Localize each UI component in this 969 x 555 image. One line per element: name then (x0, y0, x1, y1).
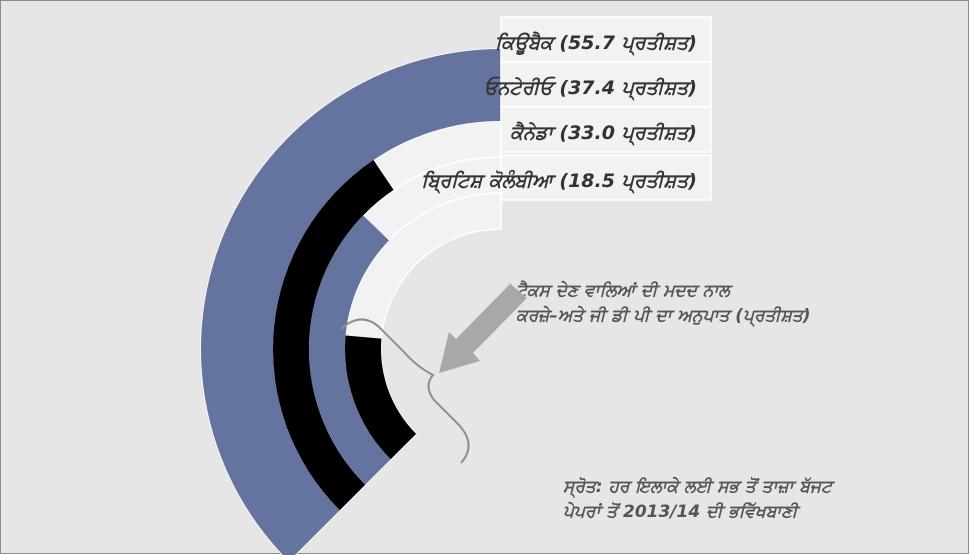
annotation-brace (340, 318, 470, 464)
bar-2 (273, 160, 394, 511)
label-box (500, 106, 712, 153)
bar-label-4: ਬ੍ਰਿਟਿਸ਼ ਕੋਲੰਬੀਆ (18.5 ਪ੍ਰਤੀਸ਼ਤ) (421, 169, 697, 195)
bar-label-2: ਓਨਟੇਰੀਓ (37.4 ਪ੍ਰਤੀਸ਼ਤ) (484, 76, 697, 102)
bar-label-3: ਕੈਨੇਡਾ (33.0 ਪ੍ਰਤੀਸ਼ਤ) (510, 121, 697, 147)
source-line-1: ਸ੍ਰੋਤ: ਹਰ ਇਲਾਕੇ ਲਈ ਸਭ ਤੋਂ ਤਾਜ਼ਾ ਬੱਜਟ (563, 476, 836, 499)
bar-4 (344, 335, 417, 460)
label-box (500, 154, 712, 201)
annotation-line-1: ਟੈਕਸ ਦੇਣ ਵਾਲਿਆਂ ਦੀ ਮਦਦ ਨਾਲ (516, 280, 733, 301)
bar-label-1: ਕਿਊਬੈਕ (55.7 ਪ੍ਰਤੀਸ਼ਤ) (495, 31, 697, 57)
bar-1 (201, 49, 581, 555)
annotation-line-2: ਕਰਜ਼ੇ–ਅਤੇ ਜੀ ਡੀ ਪੀ ਦਾ ਅਨੁਪਾਤ (ਪ੍ਰਤੀਸ਼ਤ) (516, 305, 811, 328)
bar-3 (309, 215, 391, 485)
label-box (500, 61, 712, 108)
label-box (500, 16, 712, 63)
annotation-arrow (439, 280, 527, 373)
source-line-2: ਪੇਪਰਾਂ ਤੋਂ 2013/14 ਦੀ ਭਵਿੱਖਬਾਣੀ (563, 501, 801, 522)
